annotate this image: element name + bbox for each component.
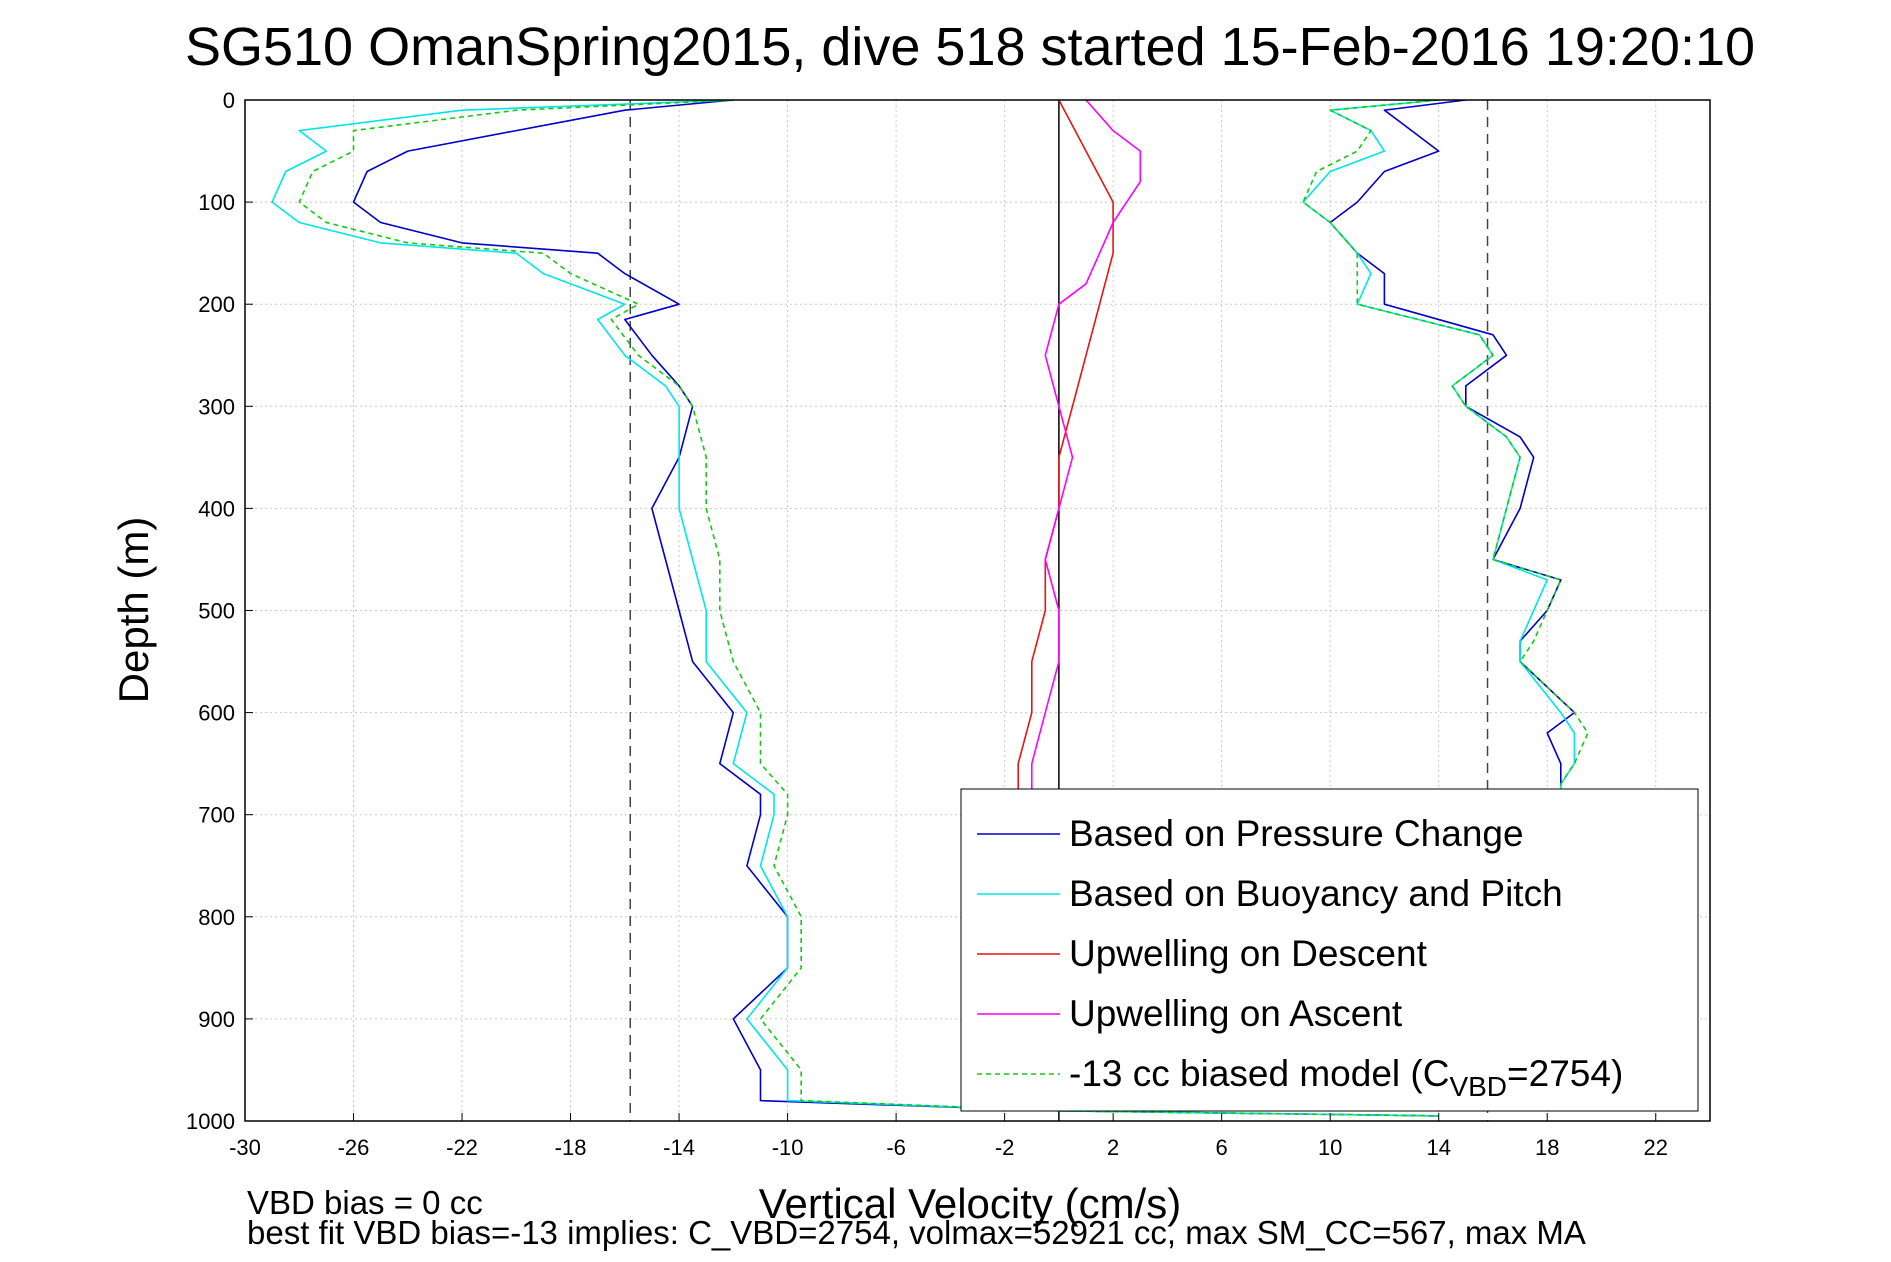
legend-label: Based on Buoyancy and Pitch [1069, 873, 1563, 914]
y-tick-label: 300 [198, 394, 235, 419]
x-tick-label: -6 [886, 1135, 906, 1160]
x-axis-ticks: -30 -26 -22 -18 -14 -10 -6 -2 2 6 10 14 18 22 [229, 1113, 1668, 1160]
series-line [1031, 100, 1142, 805]
series-line [298, 100, 1439, 1117]
legend-label: Upwelling on Ascent [1069, 993, 1403, 1034]
y-tick-label: 400 [198, 496, 235, 521]
series-group [271, 100, 1589, 1117]
x-tick-label: -10 [772, 1135, 804, 1160]
footnote-best-fit: best fit VBD bias=-13 implies: C_VBD=275… [247, 1214, 1586, 1251]
series-line [1302, 100, 1589, 805]
series-line [1302, 100, 1576, 805]
x-tick-label: -22 [446, 1135, 478, 1160]
series-line [1017, 100, 1114, 805]
y-tick-label: 100 [198, 190, 235, 215]
legend-label: -13 cc biased model (CVBD=2754) [1069, 1053, 1623, 1102]
x-tick-label: -14 [663, 1135, 695, 1160]
x-tick-label: 18 [1535, 1135, 1559, 1160]
legend-box [960, 788, 1699, 1112]
x-tick-label: 14 [1426, 1135, 1450, 1160]
x-tick-label: 2 [1107, 1135, 1119, 1160]
y-tick-label: 600 [198, 701, 235, 726]
x-tick-label: -30 [229, 1135, 261, 1160]
x-tick-label: 22 [1643, 1135, 1667, 1160]
y-tick-label: 500 [198, 599, 235, 624]
legend: Based on Pressure Change Based on Buoyanc… [960, 788, 1699, 1112]
y-tick-label: 700 [198, 803, 235, 828]
x-tick-label: -26 [338, 1135, 370, 1160]
y-tick-label: 200 [198, 292, 235, 317]
y-axis-label: Depth (m) [110, 517, 157, 704]
x-tick-label: 10 [1318, 1135, 1342, 1160]
y-tick-label: 0 [223, 88, 235, 113]
legend-label: Based on Pressure Change [1069, 813, 1524, 854]
series-line [1329, 100, 1576, 805]
x-tick-label: -2 [995, 1135, 1015, 1160]
x-axis-label: Vertical Velocity (cm/s) [759, 1180, 1181, 1227]
x-tick-label: 6 [1216, 1135, 1228, 1160]
y-tick-label: 900 [198, 1007, 235, 1032]
legend-label: Upwelling on Descent [1069, 933, 1428, 974]
y-axis-ticks: 0 100 200 300 400 500 600 700 800 900 1000 [186, 88, 253, 1134]
y-tick-label: 800 [198, 905, 235, 930]
footnote-vbd-bias: VBD bias = 0 cc [247, 1184, 483, 1221]
series-line [271, 100, 1439, 1117]
x-tick-label: -18 [555, 1135, 587, 1160]
y-tick-label: 1000 [186, 1109, 235, 1134]
chart-title: SG510 OmanSpring2015, dive 518 started 1… [185, 17, 1755, 77]
